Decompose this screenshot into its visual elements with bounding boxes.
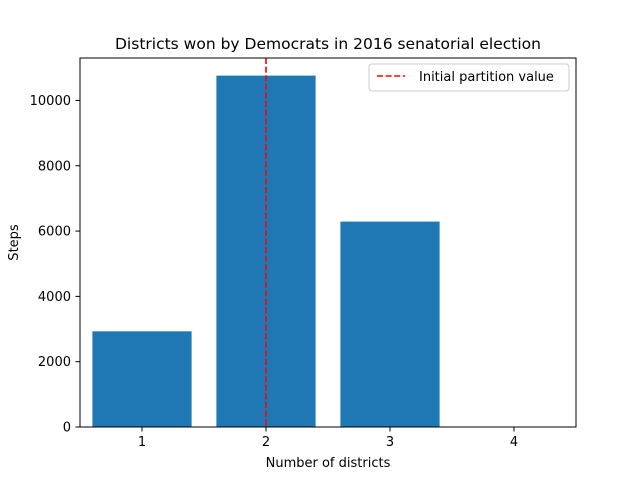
chart-title: Districts won by Democrats in 2016 senat… <box>115 35 541 53</box>
y-tick-label-0: 0 <box>63 421 71 436</box>
plot-area-frame <box>79 57 577 428</box>
legend: Initial partition value <box>368 63 570 92</box>
x-tick-label-3: 3 <box>386 435 394 450</box>
legend-entry-initial-partition-value: Initial partition value <box>419 70 554 85</box>
x-axis-ticks: 1 2 3 4 <box>138 427 518 450</box>
x-tick-label-4: 4 <box>510 435 518 450</box>
y-tick-label-8000: 8000 <box>38 159 71 174</box>
bar-3 <box>340 221 440 427</box>
y-tick-label-4000: 4000 <box>38 290 71 305</box>
legend-box <box>368 63 570 92</box>
x-axis-label: Number of districts <box>266 456 391 471</box>
y-tick-label-10000: 10000 <box>30 94 71 109</box>
y-axis-ticks: 0 2000 4000 6000 8000 10000 <box>30 94 80 436</box>
y-tick-label-6000: 6000 <box>38 225 71 240</box>
bar-1 <box>92 331 192 427</box>
y-axis-label: Steps <box>7 224 22 261</box>
y-tick-label-2000: 2000 <box>38 355 71 370</box>
x-tick-label-2: 2 <box>262 435 270 450</box>
x-tick-label-1: 1 <box>138 435 146 450</box>
